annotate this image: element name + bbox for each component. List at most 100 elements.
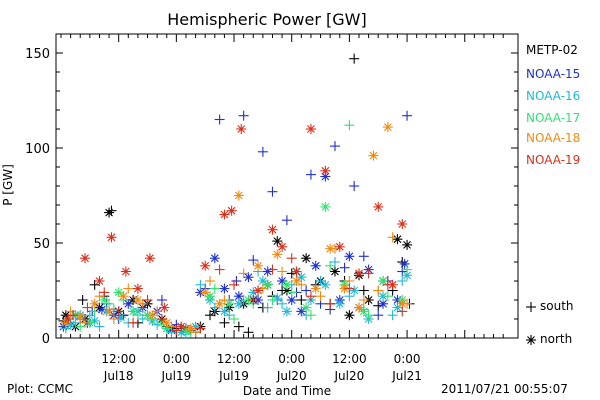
- point-noaa-19-north: [63, 314, 74, 324]
- point-noaa-18-north: [132, 295, 143, 305]
- y-tick-label: 0: [42, 332, 50, 347]
- point-noaa-18-south: [238, 268, 249, 279]
- legend-north-label: north: [540, 332, 573, 346]
- point-noaa-15-north: [219, 283, 230, 294]
- point-noaa-19-north: [144, 253, 155, 264]
- legend-entry-noaa-17: NOAA-17: [526, 111, 581, 125]
- x-tick-label-date: Jul21: [391, 369, 422, 383]
- x-axis-label: Date and Time: [243, 384, 331, 398]
- x-tick-label-date: Jul20: [334, 369, 365, 383]
- point-noaa-17-south: [305, 310, 316, 321]
- legend-entry-noaa-19: NOAA-19: [526, 153, 581, 167]
- point-noaa-18-north: [118, 291, 129, 302]
- plot-source-label: Plot: CCMC: [7, 382, 73, 396]
- point-noaa-16-north: [281, 306, 292, 317]
- point-noaa-18-north: [200, 287, 211, 298]
- point-noaa-19-north: [305, 124, 316, 134]
- point-noaa-18-north: [368, 150, 379, 161]
- point-noaa-18-north: [233, 190, 244, 201]
- point-noaa-18-south: [373, 285, 384, 296]
- legend-entry-noaa-18: NOAA-18: [526, 131, 581, 145]
- point-metp-02-south: [296, 295, 307, 305]
- point-noaa-16-south: [277, 298, 288, 309]
- point-noaa-15-south: [373, 310, 384, 321]
- point-noaa-19-north: [80, 253, 91, 264]
- point-noaa-15-south: [349, 181, 360, 191]
- point-noaa-18-north: [291, 276, 302, 286]
- point-noaa-16-south: [94, 321, 105, 332]
- point-metp-02-north: [344, 310, 355, 321]
- point-metp-02-south: [77, 295, 88, 305]
- point-noaa-19-south: [195, 323, 206, 334]
- point-noaa-18-south: [123, 283, 134, 294]
- point-noaa-15-south: [402, 110, 413, 121]
- point-metp-02-north: [272, 236, 283, 247]
- point-noaa-18-south: [277, 266, 288, 277]
- point-noaa-15-north: [286, 295, 297, 305]
- point-noaa-19-south: [156, 314, 167, 324]
- point-noaa-18-south: [315, 291, 326, 302]
- point-noaa-17-south: [267, 295, 278, 305]
- point-noaa-15-south: [358, 251, 369, 262]
- point-metp-02-north: [104, 207, 115, 218]
- point-noaa-18-south: [80, 317, 91, 328]
- point-noaa-15-south: [339, 262, 350, 273]
- timestamp-label: 2011/07/21 00:55:07: [441, 382, 568, 396]
- point-noaa-15-north: [209, 253, 220, 264]
- point-noaa-19-north: [219, 209, 230, 220]
- point-noaa-19-north: [226, 205, 237, 216]
- point-noaa-19-north: [176, 321, 187, 332]
- point-noaa-18-north: [310, 283, 321, 294]
- x-tick-label-time: 12:00: [332, 352, 367, 366]
- point-metp-02-south: [233, 321, 244, 332]
- x-tick-label-date: Jul19: [160, 369, 191, 383]
- legend-entry-metp-02: METP-02: [526, 43, 578, 57]
- point-metp-02-south: [349, 53, 360, 64]
- point-noaa-17-north: [301, 302, 312, 313]
- point-noaa-19-south: [82, 302, 93, 313]
- point-noaa-19-south: [113, 306, 124, 317]
- point-noaa-17-north: [281, 279, 292, 290]
- point-noaa-16-north: [219, 306, 230, 317]
- point-noaa-19-south: [325, 298, 336, 309]
- x-tick-label-date: Jul19: [218, 369, 249, 383]
- point-noaa-19-north: [397, 219, 408, 229]
- point-noaa-19-south: [128, 317, 139, 328]
- point-noaa-19-north: [291, 266, 302, 277]
- point-noaa-19-south: [397, 306, 408, 317]
- point-noaa-19-north: [277, 241, 288, 252]
- point-noaa-19-north: [387, 279, 398, 290]
- point-noaa-19-south: [344, 283, 355, 294]
- point-metp-02-north: [392, 234, 403, 245]
- x-tick-label-time: 0:00: [394, 352, 421, 366]
- point-noaa-16-north: [320, 279, 331, 290]
- point-noaa-19-north: [253, 285, 264, 296]
- point-noaa-15-south: [301, 285, 312, 296]
- point-noaa-19-south: [267, 264, 278, 275]
- point-noaa-16-north: [257, 276, 268, 286]
- point-noaa-16-south: [397, 276, 408, 286]
- point-noaa-17-south: [286, 287, 297, 298]
- point-noaa-18-south: [358, 295, 369, 305]
- point-noaa-15-south: [305, 169, 316, 180]
- point-noaa-15-south: [214, 114, 225, 125]
- point-metp-02-north: [301, 253, 312, 264]
- point-noaa-17-north: [320, 201, 331, 212]
- point-noaa-19-north: [132, 283, 143, 294]
- point-noaa-17-north: [262, 279, 273, 290]
- point-noaa-15-north: [310, 260, 321, 271]
- point-noaa-15-north: [320, 171, 331, 182]
- point-noaa-18-north: [75, 312, 86, 323]
- point-metp-02-north: [329, 266, 340, 277]
- point-noaa-19-south: [248, 295, 259, 305]
- axes: 0 50 100 150 12:00 Jul18 0:00 Jul19 12:00 Jul19 0:…: [25, 34, 518, 383]
- legend-markers: [526, 302, 536, 345]
- point-noaa-18-north: [161, 317, 172, 328]
- point-noaa-17-south: [382, 291, 393, 302]
- x-tick-label-date: Jul18: [103, 369, 134, 383]
- point-noaa-15-south: [329, 141, 340, 152]
- point-noaa-19-north: [373, 201, 384, 212]
- point-noaa-15-south: [267, 186, 278, 197]
- x-tick-label-time: 0:00: [278, 352, 305, 366]
- point-noaa-18-north: [272, 249, 283, 260]
